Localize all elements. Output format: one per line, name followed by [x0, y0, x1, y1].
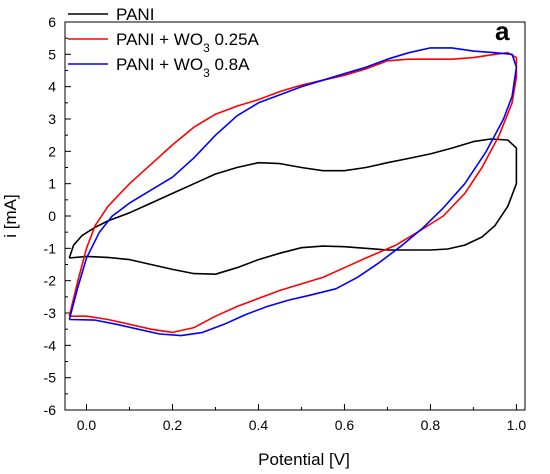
legend-label-2: PANI + WO3 0.8A — [116, 55, 250, 80]
series-line-0 — [68, 138, 518, 275]
y-tick-label: -2 — [44, 273, 57, 289]
series-line-1 — [68, 51, 518, 334]
x-tick-label: 0.6 — [335, 417, 355, 433]
y-tick-label: 5 — [48, 46, 56, 62]
x-tick-label: 0.2 — [163, 417, 183, 433]
y-tick-label: -3 — [44, 305, 57, 321]
series-line-2 — [68, 47, 518, 337]
y-tick-label: -4 — [44, 337, 57, 353]
data-series — [68, 47, 518, 337]
y-tick-label: 3 — [48, 111, 56, 127]
plot-frame — [64, 21, 526, 411]
x-axis-title: Potential [V] — [258, 450, 350, 469]
y-tick-label: 1 — [48, 176, 56, 192]
y-tick-label: 4 — [48, 79, 56, 95]
y-tick-label: 0 — [48, 208, 56, 224]
x-tick-label: 0.4 — [249, 417, 269, 433]
y-axis-title: i [mA] — [1, 194, 20, 237]
y-tick-label: -6 — [44, 402, 57, 418]
x-tick-label: 1.0 — [507, 417, 527, 433]
legend-label-0: PANI — [116, 5, 154, 24]
y-tick-label: 2 — [48, 143, 56, 159]
tick-labels: 0.0 0.2 0.4 0.6 0.8 1.0 -6 -5 -4 -3 -2 -1 0 1 2 3 4 5 6 — [44, 14, 527, 433]
legend-label-1: PANI + WO3 0.25A — [116, 30, 260, 55]
axis-ticks — [65, 21, 517, 411]
x-tick-label: 0.8 — [421, 417, 441, 433]
y-tick-label: -5 — [44, 370, 57, 386]
panel-label: a — [495, 16, 510, 46]
x-tick-label: 0.0 — [77, 417, 97, 433]
y-tick-label: -1 — [44, 240, 57, 256]
y-tick-label: 6 — [48, 14, 56, 30]
